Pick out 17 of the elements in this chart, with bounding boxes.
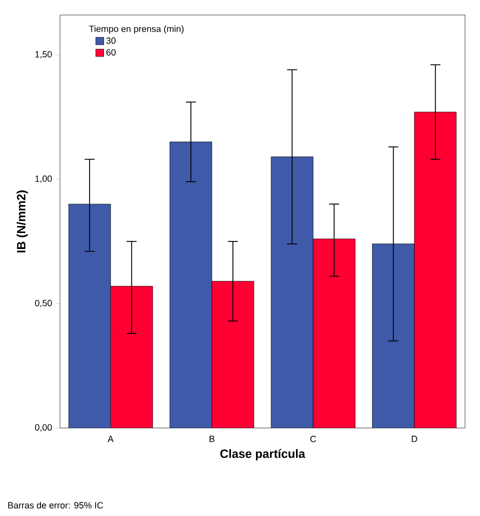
bar — [170, 142, 212, 428]
x-tick-label: C — [310, 436, 316, 442]
text: Barras de error: 95% IC — [8, 502, 104, 508]
y-tick-label: 1,00 — [35, 175, 52, 183]
x-tick-label: D — [412, 436, 418, 442]
y-axis-title: IB (N/mm2) — [16, 190, 28, 252]
legend-label: 30 — [106, 37, 116, 44]
bar — [68, 204, 111, 428]
bar — [270, 156, 314, 428]
x-axis-title: Clase partícula — [220, 449, 306, 460]
y-tick-label: 0,50 — [35, 300, 52, 308]
y-tick-label: 1,50 — [35, 51, 52, 59]
x-tick-label: A — [108, 436, 114, 442]
legend-label: 60 — [106, 49, 116, 56]
x-tick-label: B — [210, 436, 214, 442]
legend-title: Tiempo en prensa (min) — [89, 25, 184, 34]
y-tick-label: 0,00 — [35, 424, 52, 432]
